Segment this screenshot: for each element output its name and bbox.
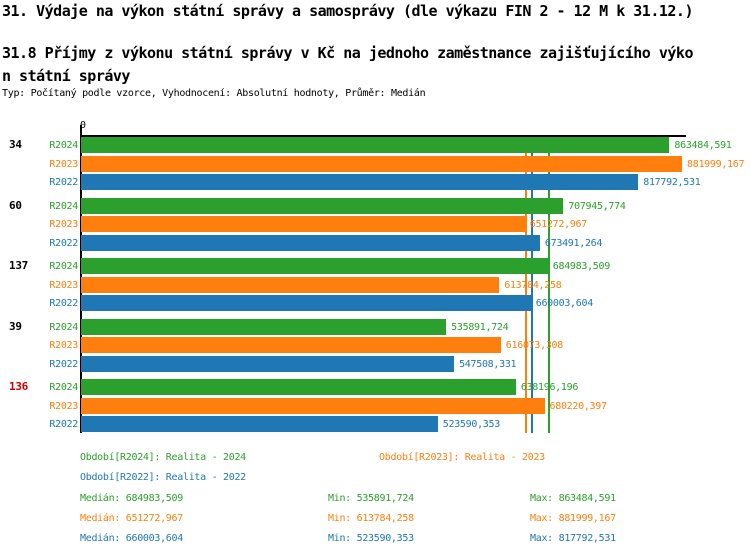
bar-value-r2024-group-137: 684983,509 (552, 261, 611, 272)
bar-r2023-group-60 (81, 216, 525, 232)
legend-item-r2023: Období[R2023]: Realita - 2023 (379, 452, 545, 463)
bar-value-r2023-group-136: 680220,397 (549, 400, 608, 412)
bar-value-r2022-group-137: 660003,604 (535, 298, 594, 309)
bar-value-r2022-group-34: 817792,531 (643, 177, 701, 188)
group-label-137: 137 (9, 259, 28, 272)
stat-min-r2024: Min: 535891,724 (328, 493, 414, 504)
group-label-60: 60 (9, 198, 22, 212)
stat-median-r2023: Medián: 651272,967 (80, 513, 183, 524)
bar-value-r2023-group-137: 613784,258 (504, 279, 562, 291)
stat-min-r2022: Min: 523590,353 (328, 533, 414, 544)
bar-r2022-group-137 (81, 295, 531, 311)
bar-value-r2023-group-34: 881999,167 (687, 158, 745, 170)
bar-r2022-group-34 (81, 174, 639, 190)
stat-max-r2024: Max: 863484,591 (530, 493, 616, 504)
stat-min-r2023: Min: 613784,258 (328, 513, 414, 524)
bar-value-r2023-group-60: 651272,967 (529, 219, 588, 230)
chart-title-line-1: 31.8 Příjmy z výkonu státní správy v Kč … (2, 44, 694, 62)
series-label-r2023-group-137: R2023 (49, 279, 78, 291)
series-label-r2023-group-39: R2023 (49, 340, 78, 351)
bar-r2022-group-60 (81, 234, 540, 251)
chart-title-line-2: n státní správy (2, 67, 130, 85)
stat-median-r2022: Medián: 660003,604 (80, 533, 183, 544)
series-label-r2022-group-34: R2022 (49, 177, 78, 188)
bar-value-r2023-group-39: 616073,308 (505, 340, 564, 351)
series-label-r2024-group-136: R2024 (49, 382, 78, 393)
chart-subtitle: Typ: Počítaný podle vzorce, Vyhodnocení:… (2, 88, 426, 99)
bar-value-r2024-group-34: 863484,591 (674, 140, 732, 151)
bar-r2024-group-136 (81, 379, 516, 395)
series-label-r2023-group-136: R2023 (49, 400, 78, 412)
bar-value-r2024-group-60: 707945,774 (568, 200, 626, 212)
bar-value-r2022-group-60: 673491,264 (544, 237, 603, 249)
bar-value-r2024-group-39: 535891,724 (451, 321, 509, 333)
bar-r2024-group-39 (81, 318, 447, 335)
group-label-136: 136 (9, 380, 28, 393)
group-label-34: 34 (9, 138, 22, 151)
bar-r2023-group-136 (81, 397, 545, 414)
series-label-r2023-group-34: R2023 (49, 158, 78, 170)
stat-max-r2022: Max: 817792,531 (530, 533, 616, 544)
bar-r2024-group-60 (81, 197, 564, 214)
legend-item-r2024: Období[R2024]: Realita - 2024 (80, 452, 246, 463)
stat-median-r2024: Medián: 684983,509 (80, 493, 183, 504)
stat-max-r2023: Max: 881999,167 (530, 513, 616, 524)
series-label-r2024-group-39: R2024 (49, 321, 78, 333)
bar-r2024-group-137 (81, 258, 548, 274)
bar-r2022-group-136 (81, 416, 438, 432)
series-label-r2022-group-60: R2022 (49, 237, 78, 249)
median-line-r2022 (530, 137, 533, 433)
group-label-39: 39 (9, 319, 22, 333)
legend-item-r2022: Období[R2022]: Realita - 2022 (80, 472, 246, 483)
bar-r2024-group-34 (81, 137, 670, 153)
bar-r2023-group-137 (81, 276, 500, 293)
series-label-r2022-group-137: R2022 (49, 298, 78, 309)
series-label-r2022-group-136: R2022 (49, 419, 78, 430)
series-label-r2024-group-34: R2024 (49, 140, 78, 151)
x-axis-zero-tick-label: 0 (79, 120, 87, 131)
bar-value-r2022-group-136: 523590,353 (442, 419, 501, 430)
median-line-r2023 (524, 137, 527, 433)
bar-value-r2024-group-136: 638196,196 (520, 382, 579, 393)
bar-r2023-group-39 (81, 337, 501, 353)
series-label-r2024-group-60: R2024 (49, 200, 78, 212)
bar-value-r2022-group-39: 547508,331 (459, 358, 517, 370)
page-title: 31. Výdaje na výkon státní správy a samo… (2, 2, 694, 20)
bar-r2023-group-34 (81, 155, 682, 172)
median-line-r2024 (547, 137, 550, 433)
series-label-r2024-group-137: R2024 (49, 261, 78, 272)
x-axis-line (80, 135, 686, 137)
series-label-r2022-group-39: R2022 (49, 358, 78, 370)
bar-r2022-group-39 (81, 355, 455, 372)
series-label-r2023-group-60: R2023 (49, 219, 78, 230)
